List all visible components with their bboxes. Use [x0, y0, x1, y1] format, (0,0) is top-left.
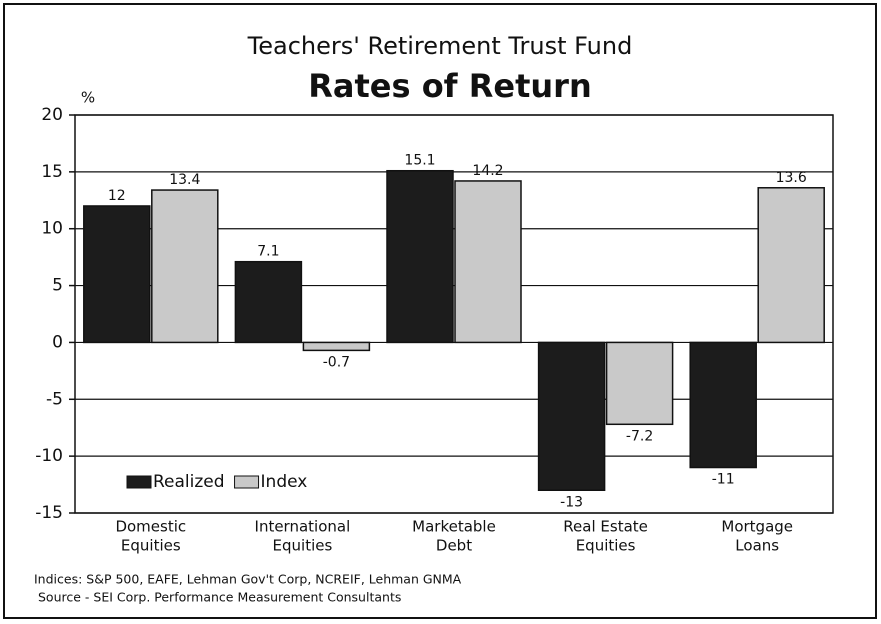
legend-swatch	[234, 475, 260, 489]
data-label: 15.1	[404, 153, 435, 169]
legend-swatch	[126, 475, 152, 489]
data-label: -0.7	[323, 354, 350, 370]
y-tick-label: -10	[35, 446, 63, 466]
bar	[537, 341, 606, 492]
y-tick-label: 15	[41, 162, 63, 182]
x-tick-label: Domestic	[115, 518, 186, 536]
x-tick-label: Real Estate	[563, 518, 648, 536]
legend-label: Realized	[153, 472, 225, 492]
bar	[454, 180, 522, 344]
chart-title: Teachers' Retirement Trust Fund	[247, 32, 633, 60]
data-label: 14.2	[472, 163, 503, 179]
bar	[151, 189, 219, 344]
data-label: -11	[712, 472, 735, 488]
x-tick-label: Equities	[121, 537, 181, 555]
y-tick-label: 5	[52, 276, 63, 296]
x-tick-label: Equities	[576, 537, 636, 555]
legend-label: Index	[261, 472, 308, 492]
x-tick-label: International	[255, 518, 351, 536]
data-label: -7.2	[626, 428, 653, 444]
bar	[234, 260, 303, 344]
chart-subtitle: Rates of Return	[308, 67, 591, 105]
data-label: 13.6	[776, 170, 807, 186]
x-tick-label: Loans	[735, 537, 779, 555]
footnote: Source - SEI Corp. Performance Measureme…	[38, 590, 401, 605]
data-label: 13.4	[169, 172, 200, 188]
x-tick-label: Mortgage	[721, 518, 793, 536]
bar	[757, 187, 825, 344]
x-tick-label: Marketable	[412, 518, 496, 536]
data-label: 7.1	[257, 244, 279, 260]
data-label: -13	[560, 494, 583, 510]
x-tick-label: Equities	[273, 537, 333, 555]
bar	[83, 205, 151, 344]
bar	[302, 341, 371, 352]
footnote: Indices: S&P 500, EAFE, Lehman Gov't Cor…	[34, 572, 462, 587]
bar	[605, 341, 674, 426]
y-tick-label: -5	[46, 389, 63, 409]
y-tick-label: -15	[35, 503, 63, 523]
y-tick-label: 20	[41, 105, 63, 125]
y-tick-label: 0	[52, 332, 63, 352]
bar	[386, 169, 454, 344]
y-axis-label: %	[81, 89, 95, 107]
y-tick-label: 10	[41, 219, 63, 239]
bar	[689, 341, 757, 469]
x-tick-label: Debt	[436, 537, 472, 555]
data-label: 12	[108, 188, 126, 204]
